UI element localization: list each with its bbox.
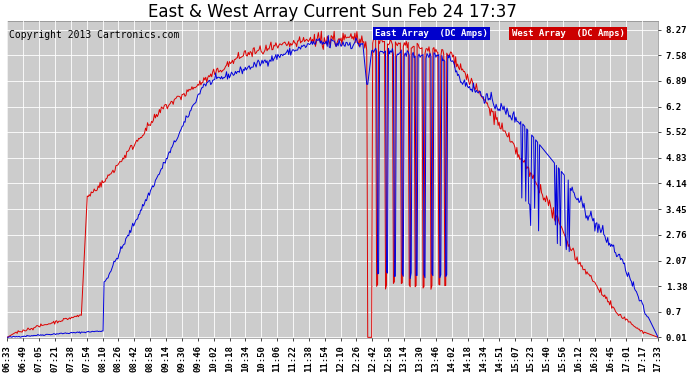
- Text: West Array  (DC Amps): West Array (DC Amps): [512, 29, 624, 38]
- Text: East Array  (DC Amps): East Array (DC Amps): [375, 29, 488, 38]
- Text: Copyright 2013 Cartronics.com: Copyright 2013 Cartronics.com: [8, 30, 179, 40]
- Title: East & West Array Current Sun Feb 24 17:37: East & West Array Current Sun Feb 24 17:…: [148, 3, 517, 21]
